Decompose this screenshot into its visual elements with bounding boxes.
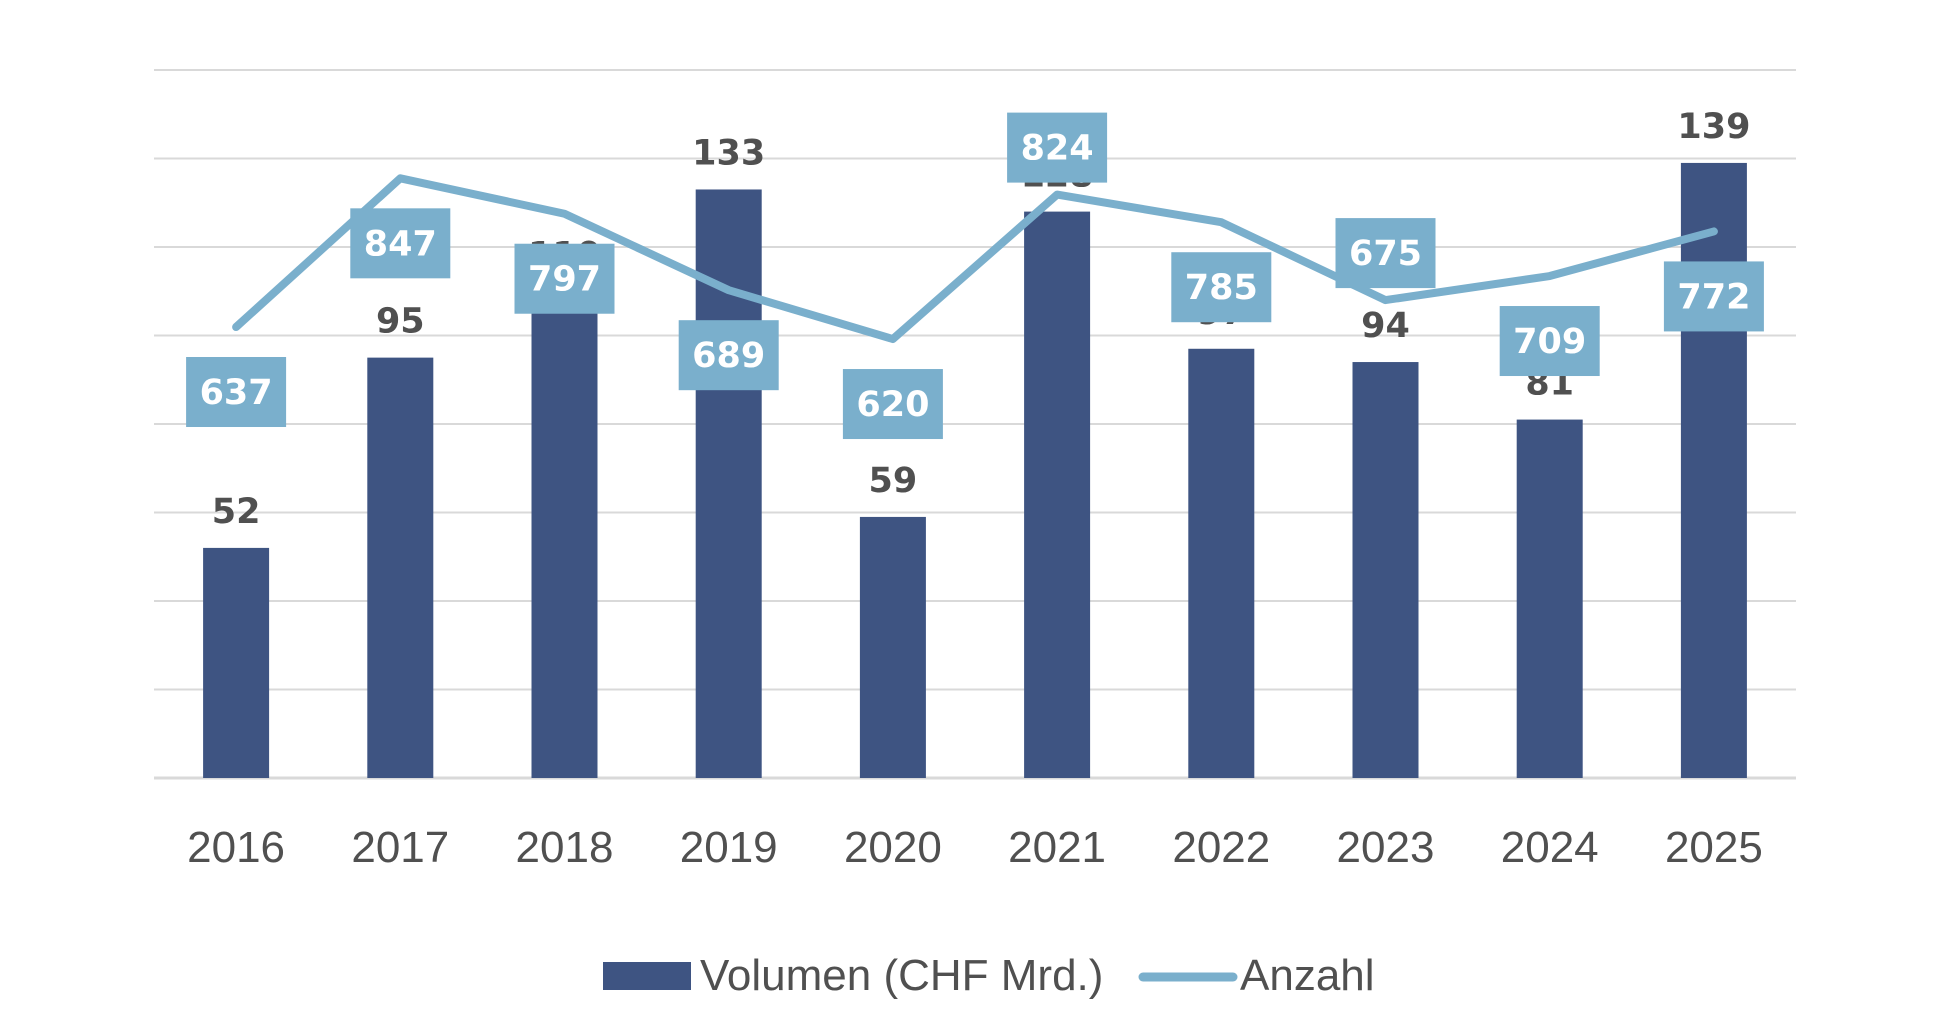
line-label-2016: 637 [200,373,273,413]
line-label-box-2023 [1335,218,1436,289]
legend-label-volumen: Volumen (CHF Mrd.) [700,951,1103,1000]
line-label-2020: 620 [856,385,929,425]
line-label-2022: 785 [1185,268,1258,308]
bar-2023 [1352,362,1419,778]
line-label-box-2021 [1007,112,1108,183]
line-label-box-2024 [1499,306,1600,377]
x-tick-2020: 2020 [844,823,942,872]
bar-series [203,162,1747,779]
bar-label-2017: 95 [376,302,425,342]
bar-2024 [1516,419,1583,778]
line-label-2023: 675 [1349,234,1422,274]
x-tick-2017: 2017 [351,823,449,872]
line-label-box-2020 [842,369,943,440]
line-label-2024: 709 [1513,322,1586,362]
bar-label-2019: 133 [692,133,765,173]
bar-2017 [367,357,434,778]
line-label-2019: 689 [692,336,765,376]
line-label-2017: 847 [364,224,437,264]
line-label-2018: 797 [528,260,601,300]
bar-label-2023: 94 [1361,306,1410,346]
x-tick-2019: 2019 [680,823,778,872]
legend-swatch-volumen [603,962,691,990]
bar-2025 [1680,162,1747,779]
x-tick-2024: 2024 [1501,823,1599,872]
bar-2018 [531,291,598,778]
line-label-2025: 772 [1677,277,1750,317]
bar-label-2016: 52 [212,492,261,532]
line-label-box-2018 [514,243,615,314]
line-label-box-2025 [1663,261,1764,332]
x-axis-ticks: 2016 2017 2018 2019 2020 2021 2022 2023 2024 2025 [187,823,1763,872]
anzahl-line [232,174,1718,344]
legend: Volumen (CHF Mrd.) Anzahl [603,951,1375,1000]
bar-2016 [203,547,270,778]
bar-2020 [859,516,926,778]
bar-2021 [1024,211,1091,779]
line-label-box-2019 [678,320,779,391]
bar-label-2025: 139 [1677,107,1750,147]
x-tick-2025: 2025 [1665,823,1763,872]
line-value-labels: 637 847 797 689 620 824 785 675 709 772 [186,112,1764,440]
legend-label-anzahl: Anzahl [1240,951,1375,1000]
bar-2022 [1188,348,1255,778]
x-tick-2018: 2018 [516,823,614,872]
line-label-box-2022 [1171,252,1272,323]
bar-label-2020: 59 [869,461,918,501]
line-label-box-2017 [350,208,451,279]
line-label-2021: 824 [1021,129,1094,169]
x-tick-2022: 2022 [1172,823,1270,872]
x-tick-2021: 2021 [1008,823,1106,872]
x-tick-2016: 2016 [187,823,285,872]
line-label-box-2016 [186,357,287,428]
x-tick-2023: 2023 [1337,823,1435,872]
line-series [232,174,1718,344]
